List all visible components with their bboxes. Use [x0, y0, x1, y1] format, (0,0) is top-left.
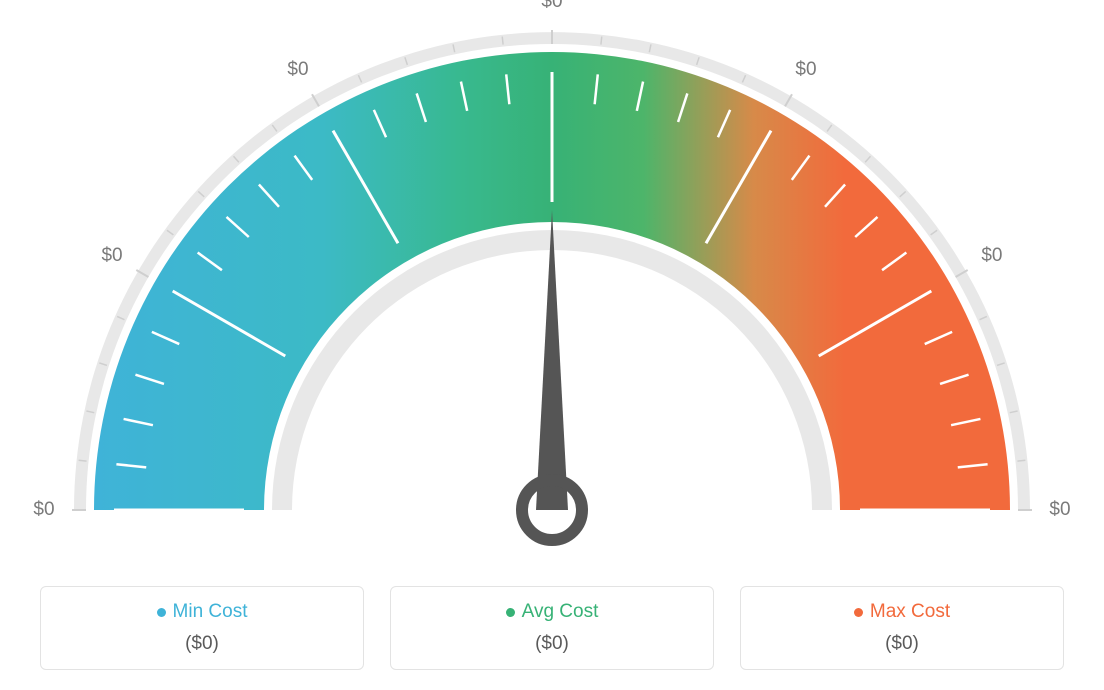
legend-value-max: ($0) — [751, 633, 1053, 655]
gauge-svg — [0, 0, 1104, 560]
legend-card-avg: Avg Cost ($0) — [390, 586, 714, 670]
gauge-tick-label: $0 — [287, 59, 308, 81]
legend-row: Min Cost ($0) Avg Cost ($0) Max Cost ($0… — [40, 586, 1064, 670]
legend-card-min: Min Cost ($0) — [40, 586, 364, 670]
legend-dot-min — [157, 608, 166, 617]
gauge-tick-label: $0 — [981, 245, 1002, 267]
legend-card-max: Max Cost ($0) — [740, 586, 1064, 670]
gauge-tick-label: $0 — [33, 499, 54, 521]
gauge-tick-label: $0 — [101, 245, 122, 267]
legend-label-max: Max Cost — [870, 601, 950, 623]
legend-value-avg: ($0) — [401, 633, 703, 655]
legend-title-max: Max Cost — [854, 601, 950, 623]
gauge-tick-label: $0 — [541, 0, 562, 13]
legend-title-min: Min Cost — [157, 601, 248, 623]
gauge-tick-label: $0 — [795, 59, 816, 81]
legend-value-min: ($0) — [51, 633, 353, 655]
legend-title-avg: Avg Cost — [506, 601, 599, 623]
gauge-chart: $0 $0 $0 $0 $0 $0 $0 — [0, 0, 1104, 560]
legend-dot-max — [854, 608, 863, 617]
legend-dot-avg — [506, 608, 515, 617]
gauge-tick-label: $0 — [1049, 499, 1070, 521]
legend-label-min: Min Cost — [173, 601, 248, 623]
legend-label-avg: Avg Cost — [522, 601, 599, 623]
